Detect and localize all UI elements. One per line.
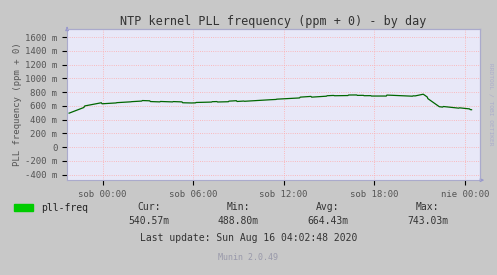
Y-axis label: PLL frequency (ppm + 0): PLL frequency (ppm + 0) <box>13 43 22 166</box>
Text: 743.03m: 743.03m <box>407 216 448 226</box>
Title: NTP kernel PLL frequency (ppm + 0) - by day: NTP kernel PLL frequency (ppm + 0) - by … <box>120 15 426 28</box>
Legend: pll-freq: pll-freq <box>10 199 92 216</box>
Text: Avg:: Avg: <box>316 202 340 212</box>
Text: Cur:: Cur: <box>137 202 161 212</box>
Text: 488.80m: 488.80m <box>218 216 259 226</box>
Text: RRDTOOL / TOBI OETIKER: RRDTOOL / TOBI OETIKER <box>489 63 494 146</box>
Text: Last update: Sun Aug 16 04:02:48 2020: Last update: Sun Aug 16 04:02:48 2020 <box>140 233 357 243</box>
Text: 664.43m: 664.43m <box>308 216 348 226</box>
Text: Max:: Max: <box>415 202 439 212</box>
Text: 540.57m: 540.57m <box>129 216 169 226</box>
Text: Min:: Min: <box>227 202 250 212</box>
Text: Munin 2.0.49: Munin 2.0.49 <box>219 253 278 262</box>
